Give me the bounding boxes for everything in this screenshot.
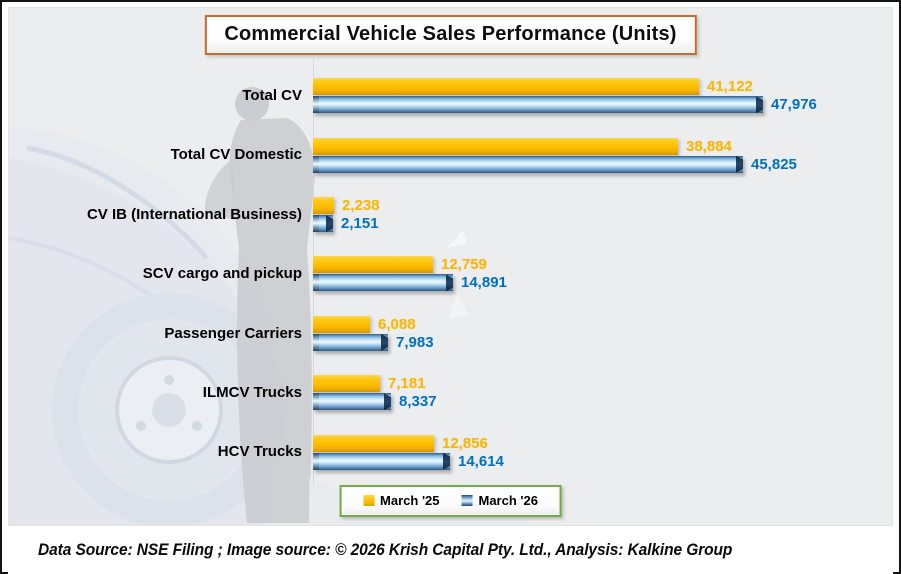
category-label: HCV Trucks [217, 443, 302, 461]
bar-group: 12,856 14,614 [313, 434, 884, 470]
category-label: Total CV Domestic [170, 146, 302, 164]
bar-march25 [313, 375, 380, 393]
chart-panel: Commercial Vehicle Sales Performance (Un… [8, 7, 893, 526]
chart-row: CV IB (International Business) 2,238 2,151 [17, 185, 884, 244]
value-label-march26: 14,614 [458, 452, 504, 470]
chart-row: Total CV 41,122 47,976 [17, 66, 884, 125]
bar-march26 [313, 215, 333, 233]
value-label-march25: 6,088 [378, 315, 416, 333]
value-label-march26: 14,891 [461, 274, 507, 292]
bar-group: 6,088 7,983 [313, 315, 884, 351]
category-label: CV IB (International Business) [86, 205, 302, 223]
bar-march25 [313, 78, 699, 96]
value-label-march25: 38,884 [686, 137, 732, 155]
footer-source-text: Data Source: NSE Filing ; Image source: … [38, 540, 733, 559]
bar-line: 14,891 [313, 274, 884, 292]
value-label-march26: 8,337 [399, 393, 437, 411]
bar-march26 [313, 333, 388, 351]
bar-line: 2,238 [313, 197, 884, 215]
bar-march26 [313, 155, 743, 173]
chart-plot-area: Total CV 41,122 47,976 Total CV Domestic 38,… [17, 58, 884, 486]
bar-march26 [313, 274, 453, 292]
bar-march25 [313, 137, 678, 155]
value-label-march26: 47,976 [771, 96, 817, 114]
bar-group: 2,238 2,151 [313, 197, 884, 233]
bar-line: 8,337 [313, 393, 884, 411]
bar-march25 [313, 315, 370, 333]
value-label-march25: 2,238 [342, 197, 380, 215]
value-label-march26: 7,983 [396, 333, 434, 351]
bar-line: 2,151 [313, 215, 884, 233]
legend-label-march25: March '25 [380, 493, 440, 508]
bar-line: 47,976 [313, 96, 884, 114]
bar-line: 7,983 [313, 333, 884, 351]
legend-label-march26: March '26 [478, 493, 538, 508]
bar-line: 41,122 [313, 78, 884, 96]
bar-line: 7,181 [313, 375, 884, 393]
chart-row: SCV cargo and pickup 12,759 14,891 [17, 244, 884, 303]
chart-row: HCV Trucks 12,856 14,614 [17, 423, 884, 482]
bar-group: 41,122 47,976 [313, 78, 884, 114]
bar-march26 [313, 452, 450, 470]
bar-line: 38,884 [313, 137, 884, 155]
category-label: SCV cargo and pickup [142, 265, 302, 283]
legend-item-march26: March '26 [461, 493, 538, 508]
value-label-march25: 7,181 [388, 375, 426, 393]
value-label-march25: 12,759 [441, 256, 487, 274]
chart-title: Commercial Vehicle Sales Performance (Un… [204, 15, 697, 55]
bar-march26 [313, 96, 763, 114]
legend-swatch-march25-icon [363, 495, 375, 506]
value-label-march25: 12,856 [442, 434, 488, 452]
value-label-march26: 45,825 [751, 155, 797, 173]
bar-group: 7,181 8,337 [313, 375, 884, 411]
bar-line: 12,856 [313, 434, 884, 452]
category-label: Total CV [242, 86, 302, 104]
value-label-march26: 2,151 [341, 215, 379, 233]
value-label-march25: 41,122 [707, 78, 753, 96]
footer: Data Source: NSE Filing ; Image source: … [8, 526, 893, 574]
legend-item-march25: March '25 [363, 493, 440, 508]
bar-march25 [313, 197, 334, 215]
legend-swatch-march26-icon [461, 495, 473, 506]
category-label: ILMCV Trucks [202, 383, 302, 401]
bar-march25 [313, 256, 433, 274]
bar-group: 38,884 45,825 [313, 137, 884, 173]
category-label: Passenger Carriers [164, 324, 302, 342]
bar-march25 [313, 434, 434, 452]
chart-row: Total CV Domestic 38,884 45,825 [17, 125, 884, 184]
chart-row: ILMCV Trucks 7,181 8,337 [17, 363, 884, 422]
bar-line: 6,088 [313, 315, 884, 333]
bar-march26 [313, 393, 391, 411]
chart-row: Passenger Carriers 6,088 7,983 [17, 304, 884, 363]
bar-line: 14,614 [313, 452, 884, 470]
bar-group: 12,759 14,891 [313, 256, 884, 292]
bar-line: 45,825 [313, 155, 884, 173]
bar-line: 12,759 [313, 256, 884, 274]
legend: March '25 March '26 [339, 485, 562, 517]
